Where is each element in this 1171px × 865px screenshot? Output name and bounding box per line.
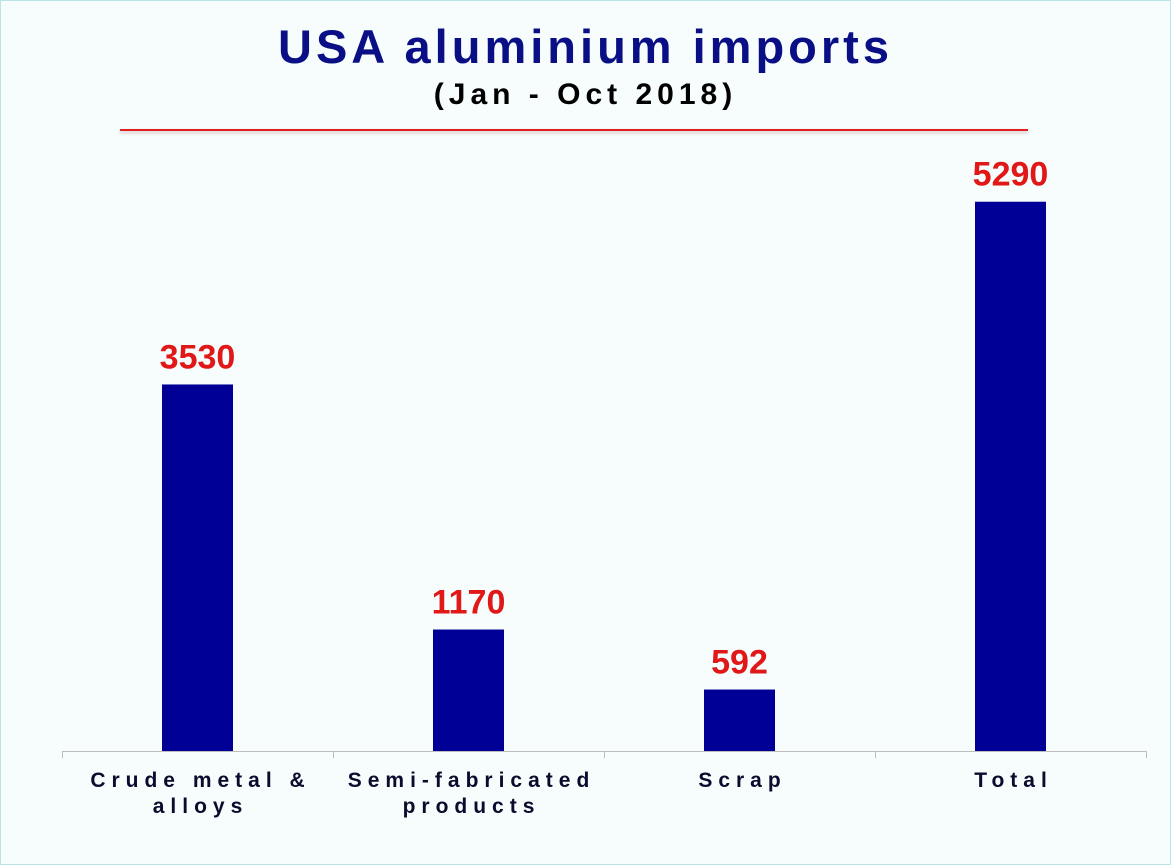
category-labels-group: Crude metal & alloys Semi-fabricated produc… <box>90 769 1053 818</box>
data-label: 1170 <box>432 584 506 622</box>
data-label: 5290 <box>973 156 1049 194</box>
x-tick-label: alloys <box>153 795 249 818</box>
x-tick-label: Crude metal & <box>90 769 310 792</box>
title-divider <box>120 129 1028 131</box>
bar <box>704 689 775 751</box>
x-tick-label: products <box>403 795 541 818</box>
chart-title: USA aluminium imports <box>278 20 893 73</box>
x-tick-label: Semi-fabricated <box>348 769 596 792</box>
data-label: 3530 <box>160 338 236 376</box>
bar <box>162 384 233 751</box>
x-axis <box>62 751 1147 758</box>
data-label: 592 <box>711 644 768 682</box>
bars-group <box>162 201 1046 751</box>
value-labels-group: 3530 1170 592 5290 <box>160 156 1049 682</box>
x-tick-label: Scrap <box>698 769 786 792</box>
bar <box>433 629 504 751</box>
bar <box>975 201 1046 751</box>
x-tick-label: Total <box>974 769 1053 792</box>
chart-subtitle: (Jan - Oct 2018) <box>433 78 738 111</box>
